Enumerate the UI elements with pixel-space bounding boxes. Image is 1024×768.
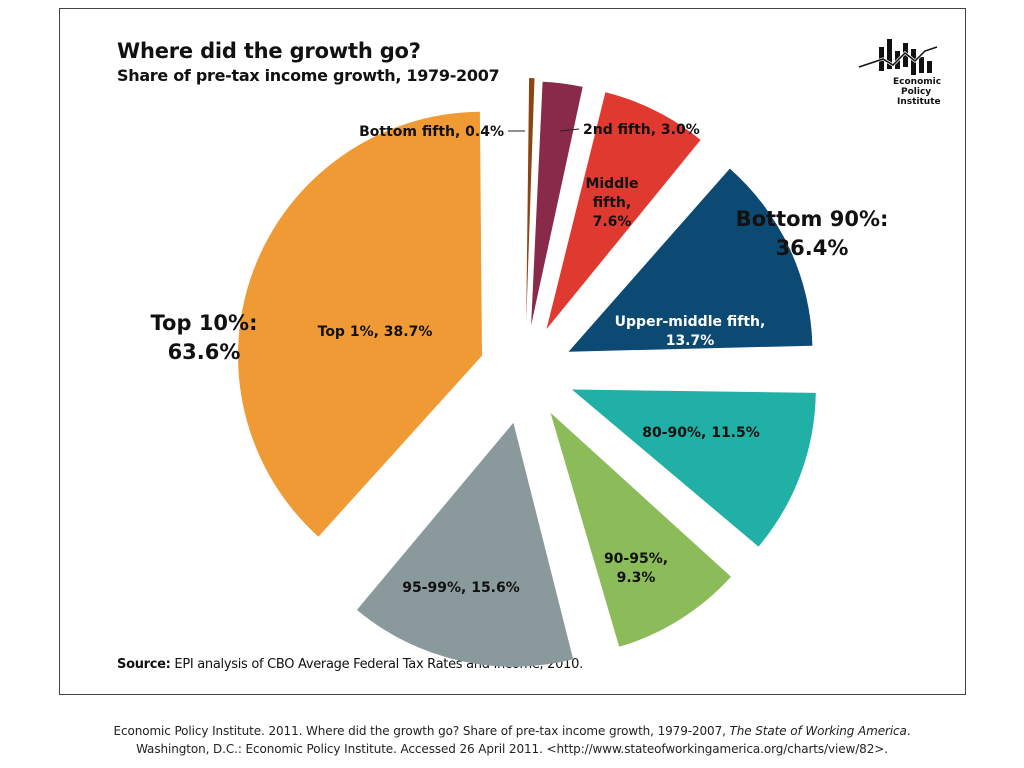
pie-slice-middle-fifth	[546, 92, 701, 330]
pie-slice-2nd-fifth	[531, 81, 583, 326]
slice-label-bottom-fifth: Bottom fifth, 0.4%	[359, 124, 504, 140]
slice-label-middle-fifth: Middle fifth, 7.6%	[585, 176, 638, 230]
pie-slice-bottom-fifth	[526, 78, 535, 322]
pie-slice-90-95-	[550, 412, 731, 647]
citation-line2: Washington, D.C.: Economic Policy Instit…	[136, 742, 888, 756]
pie-slice-top-1-	[238, 111, 482, 537]
citation-book-title: The State of Working America	[729, 724, 907, 738]
pie-chart: Bottom fifth, 0.4% 2nd fifth, 3.0% Middle f…	[151, 78, 889, 667]
slice-label-95-99-: 95-99%, 15.6%	[402, 580, 520, 596]
slice-label-90-95-: 90-95%, 9.3%	[604, 551, 668, 586]
slice-label-top-1-: Top 1%, 38.7%	[318, 324, 433, 340]
pie-slice-upper-middle-fifth	[568, 168, 813, 352]
slice-label-2nd-fifth: 2nd fifth, 3.0%	[583, 122, 700, 138]
leader-line	[559, 128, 580, 132]
pie-slice-80-90-	[571, 389, 816, 547]
slice-label-upper-middle-fifth: Upper-middle fifth, 13.7%	[615, 314, 766, 349]
chart-subtitle: Share of pre-tax income growth, 1979-200…	[117, 66, 500, 85]
source-label: Source:	[117, 657, 171, 672]
group-label-bottom-90: Bottom 90%: 36.4%	[736, 207, 889, 260]
epi-logo-icon	[858, 39, 938, 75]
logo-wordmark: Economic Policy Institute	[893, 77, 942, 107]
pie-slice-95-99-	[356, 422, 574, 667]
citation: Economic Policy Institute. 2011. Where d…	[0, 722, 1024, 758]
chart-title: Where did the growth go?	[117, 39, 421, 63]
group-label-top-10: Top 10%: 63.6%	[151, 311, 258, 364]
slice-label-80-90-: 80-90%, 11.5%	[642, 425, 760, 441]
